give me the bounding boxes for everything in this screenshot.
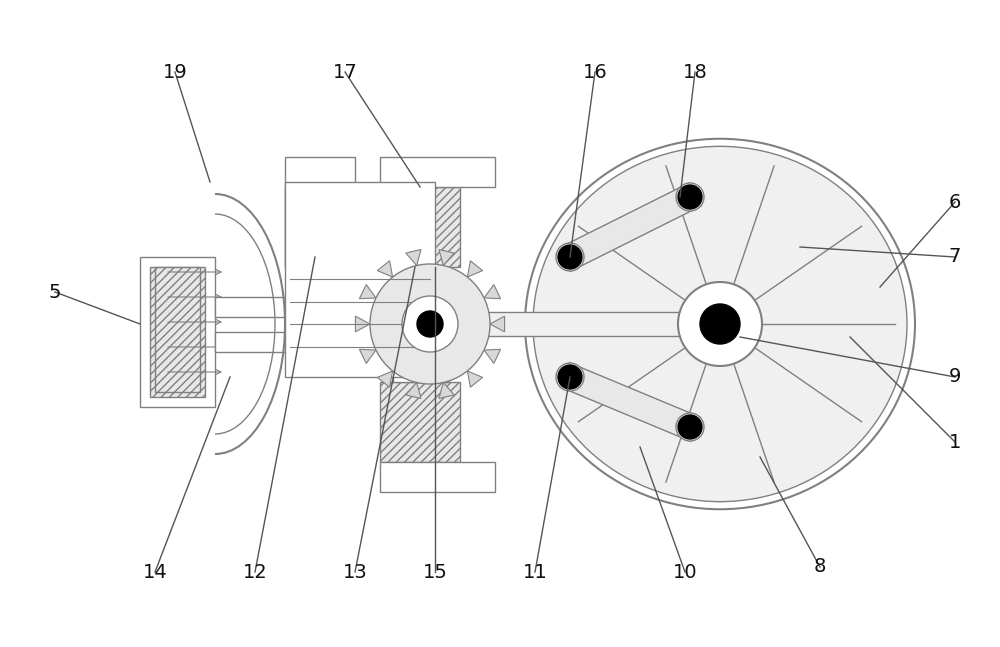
Bar (150, 267, 205, 397)
Bar (285, 182, 435, 377)
Polygon shape (439, 250, 454, 265)
Polygon shape (439, 382, 454, 399)
Bar (380, 382, 460, 462)
Text: 18: 18 (683, 63, 707, 82)
Circle shape (690, 294, 750, 354)
Polygon shape (484, 285, 501, 299)
Circle shape (700, 304, 740, 344)
Text: 9: 9 (949, 367, 961, 386)
Bar (155, 267, 200, 392)
Text: 15: 15 (423, 562, 447, 582)
Circle shape (676, 413, 704, 441)
Circle shape (676, 183, 704, 211)
Text: 1: 1 (949, 432, 961, 452)
Text: 19: 19 (163, 63, 187, 82)
Polygon shape (377, 261, 393, 277)
Bar (380, 157, 495, 187)
Bar (215, 332, 285, 352)
Bar (215, 297, 285, 317)
Polygon shape (467, 371, 483, 387)
Circle shape (562, 369, 578, 385)
Polygon shape (355, 316, 370, 332)
Bar (393, 267, 448, 382)
Circle shape (682, 419, 698, 435)
Circle shape (682, 189, 698, 205)
Polygon shape (406, 250, 421, 265)
Ellipse shape (533, 146, 907, 501)
Circle shape (558, 365, 582, 389)
Text: 7: 7 (949, 248, 961, 267)
Circle shape (558, 245, 582, 269)
Circle shape (678, 415, 702, 439)
Text: 5: 5 (49, 283, 61, 302)
Text: 17: 17 (333, 63, 357, 82)
Circle shape (678, 185, 702, 209)
Circle shape (678, 282, 762, 366)
Text: 16: 16 (583, 63, 607, 82)
Polygon shape (406, 382, 421, 399)
Polygon shape (490, 316, 505, 332)
Circle shape (402, 296, 458, 352)
Polygon shape (359, 349, 376, 364)
Bar (285, 187, 380, 267)
Bar (285, 157, 355, 187)
Circle shape (556, 243, 584, 271)
Text: 12: 12 (243, 562, 267, 582)
FancyBboxPatch shape (559, 183, 701, 271)
Circle shape (562, 249, 578, 265)
Bar (380, 462, 495, 492)
Circle shape (370, 264, 490, 384)
Circle shape (556, 363, 584, 391)
Bar (430, 312, 745, 336)
Text: 13: 13 (343, 562, 367, 582)
Text: 14: 14 (143, 562, 167, 582)
Text: 6: 6 (949, 193, 961, 212)
Text: 8: 8 (814, 558, 826, 576)
Circle shape (417, 311, 443, 337)
Bar (140, 257, 215, 407)
Text: 10: 10 (673, 562, 697, 582)
FancyBboxPatch shape (559, 363, 701, 441)
Bar (285, 187, 355, 267)
Polygon shape (484, 349, 501, 364)
Polygon shape (359, 285, 376, 299)
Bar (380, 187, 460, 267)
Polygon shape (377, 371, 393, 387)
Text: 11: 11 (523, 562, 547, 582)
Polygon shape (467, 261, 483, 277)
